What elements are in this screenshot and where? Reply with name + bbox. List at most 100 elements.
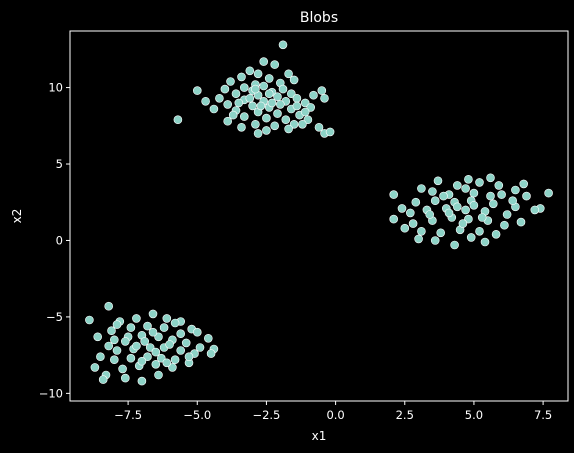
data-point [464,214,473,224]
data-point [286,89,296,98]
y-tick-label: 0 [56,233,63,247]
data-point [104,301,113,311]
data-point [154,370,163,380]
data-point [475,178,484,187]
data-point [245,66,255,76]
data-point [444,208,454,218]
data-point [148,309,158,319]
data-point [121,373,130,383]
data-point [267,98,277,108]
data-point [281,115,291,124]
data-point [425,210,435,219]
data-point [181,338,191,348]
data-point [408,219,418,228]
data-point [464,175,473,184]
data-point [284,69,293,79]
data-point [154,332,163,342]
data-point [145,343,155,352]
data-point [497,190,506,199]
data-point [245,94,255,103]
data-point [226,77,235,86]
data-point [433,176,443,186]
data-point [436,228,446,238]
data-point [417,184,426,193]
data-point [511,185,520,195]
data-point [237,72,246,82]
data-point [389,190,399,199]
data-point [405,208,415,218]
data-point [303,115,313,124]
data-point [215,94,224,103]
y-tick-label: 5 [56,157,63,171]
data-point [204,333,213,343]
data-point [273,92,282,101]
data-point [411,197,421,207]
data-point [126,323,136,332]
data-point [96,352,105,362]
data-point [98,375,108,384]
y-tick-label: 10 [48,81,63,95]
data-point [126,353,136,363]
data-point [251,120,260,129]
x-axis-label: x1 [312,429,327,443]
data-point [273,109,282,118]
data-point [452,202,462,212]
data-point [240,83,249,92]
data-point [157,353,166,363]
data-point [491,230,501,239]
data-point [300,98,310,108]
data-point [516,217,526,227]
data-point [159,323,169,332]
data-point [137,356,147,366]
data-point [500,220,509,230]
data-point [278,40,288,50]
data-point [439,191,448,201]
data-point [195,343,205,352]
data-point [270,60,280,69]
data-point [298,120,307,129]
data-point [173,115,183,124]
y-axis-ticks: −10 −5 0 5 10 [39,81,70,400]
x-tick-label: 2.5 [396,408,414,422]
data-point [469,188,479,198]
data-point [251,84,260,94]
data-point [121,337,130,346]
x-tick-label: −7.5 [114,408,142,422]
data-point [237,123,246,132]
data-point [143,352,152,362]
data-point [508,196,518,205]
data-point [253,129,263,138]
data-point [317,86,327,95]
data-point [389,214,399,224]
data-point [231,89,241,98]
data-point [522,191,531,201]
y-axis-label: x2 [10,209,24,224]
data-point [278,84,288,94]
data-point [228,110,238,120]
data-point [400,223,410,233]
data-point [452,181,462,190]
data-point [530,205,540,215]
data-point [104,341,113,351]
data-point [176,329,185,339]
data-point [176,346,185,355]
data-point [107,326,116,336]
data-point [206,349,216,358]
data-point [502,210,512,219]
y-tick-label: −10 [39,386,63,400]
data-point [430,196,440,205]
data-point [284,124,293,134]
data-point [262,113,271,123]
data-point [143,321,152,331]
data-point [309,90,318,100]
data-point [85,315,94,325]
data-point [162,358,172,368]
data-point [494,181,504,190]
data-point [148,327,158,337]
data-point [151,347,161,357]
data-point [223,100,232,109]
data-point [140,337,149,346]
data-point [275,100,285,109]
data-point [461,205,470,215]
